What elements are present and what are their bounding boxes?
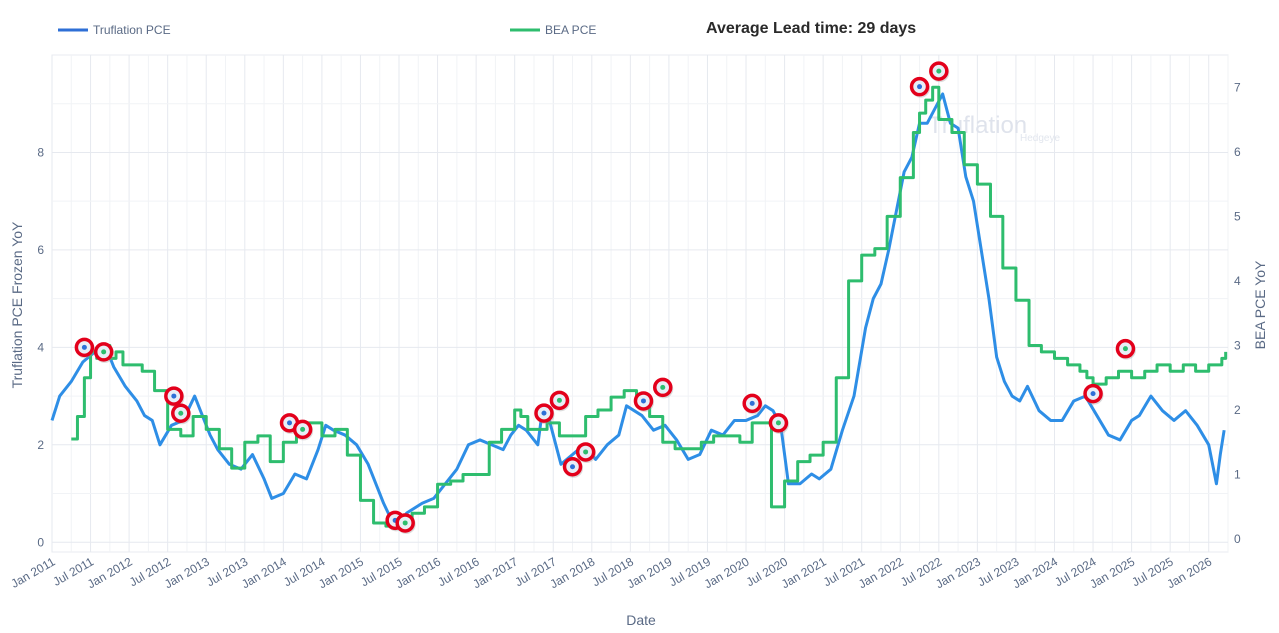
series-layer — [50, 85, 1228, 530]
y-right-axis-title: BEA PCE YoY — [1252, 260, 1268, 349]
highlight-marker — [652, 377, 674, 399]
highlight-marker — [929, 61, 950, 83]
highlight-marker — [93, 342, 115, 363]
watermark: Truflation — [928, 112, 1027, 139]
highlight-marker — [171, 403, 192, 425]
marker-layer — [74, 61, 1136, 534]
x-tick-label: Jan 2022 — [856, 554, 906, 591]
highlight-marker — [534, 403, 555, 425]
legend-label-truflation[interactable]: Truflation PCE — [93, 23, 171, 37]
y-left-axis-ticks: 0 2 4 6 8 — [37, 145, 44, 549]
x-tick-label: Jan 2013 — [162, 554, 212, 591]
x-tick-label: Jan 2019 — [625, 554, 675, 591]
highlight-marker — [1083, 383, 1104, 405]
highlight-marker — [742, 393, 763, 415]
y-right-tick-label: 0 — [1234, 532, 1241, 546]
highlight-marker — [562, 456, 584, 478]
plot-frame — [51, 54, 1229, 553]
highlight-marker — [633, 391, 654, 412]
y-right-tick-label: 1 — [1234, 468, 1241, 482]
y-right-tick-label: 4 — [1234, 274, 1241, 288]
highlight-marker — [164, 386, 185, 408]
x-tick-label: Jan 2018 — [548, 554, 598, 591]
chart-title: Average Lead time: 29 days — [706, 20, 916, 37]
x-tick-label: Jan 2015 — [316, 554, 366, 591]
x-tick-label: Jan 2025 — [1087, 554, 1137, 591]
highlight-marker — [909, 76, 931, 98]
x-tick-label: Jan 2016 — [393, 554, 443, 591]
x-tick-label: Jan 2014 — [239, 554, 289, 591]
highlight-marker — [292, 419, 314, 441]
legend-label-bea[interactable]: BEA PCE — [545, 23, 596, 37]
y-left-tick-label: 6 — [37, 243, 44, 257]
x-axis-title: Date — [626, 612, 656, 628]
y-right-tick-label: 5 — [1234, 209, 1241, 223]
y-right-tick-label: 3 — [1234, 338, 1241, 352]
x-tick-label: Jan 2024 — [1010, 554, 1060, 591]
y-left-tick-label: 2 — [37, 438, 44, 452]
highlight-marker — [549, 390, 570, 412]
highlight-marker — [395, 513, 416, 534]
y-left-tick-label: 4 — [37, 340, 44, 354]
y-left-tick-label: 8 — [37, 145, 44, 159]
x-tick-label: Jan 2012 — [85, 554, 135, 591]
y-right-tick-label: 7 — [1234, 80, 1241, 94]
y-right-tick-label: 6 — [1234, 145, 1241, 159]
legend[interactable]: Truflation PCE BEA PCE — [58, 23, 596, 37]
x-tick-label: Jan 2023 — [933, 554, 983, 591]
watermark-sub: Hedgeye — [1020, 133, 1060, 144]
y-right-tick-label: 2 — [1234, 403, 1241, 417]
series-line-truflation — [50, 92, 1226, 530]
y-left-axis-title: Truflation PCE Frozen YoY — [9, 221, 25, 388]
x-tick-label: Jan 2017 — [470, 554, 520, 591]
grid — [51, 54, 1229, 553]
highlight-marker — [74, 337, 95, 359]
y-right-axis-ticks: 0 1 2 3 4 5 6 7 — [1234, 80, 1241, 546]
x-tick-label: Jan 2021 — [779, 554, 829, 591]
x-tick-label: Jan 2011 — [8, 554, 57, 591]
highlight-marker — [1115, 338, 1136, 360]
y-left-tick-label: 0 — [37, 535, 44, 549]
highlight-marker — [768, 413, 789, 434]
highlight-marker — [575, 442, 597, 463]
x-tick-label: Jan 2026 — [1164, 554, 1214, 591]
x-tick-label: Jan 2020 — [702, 554, 752, 591]
